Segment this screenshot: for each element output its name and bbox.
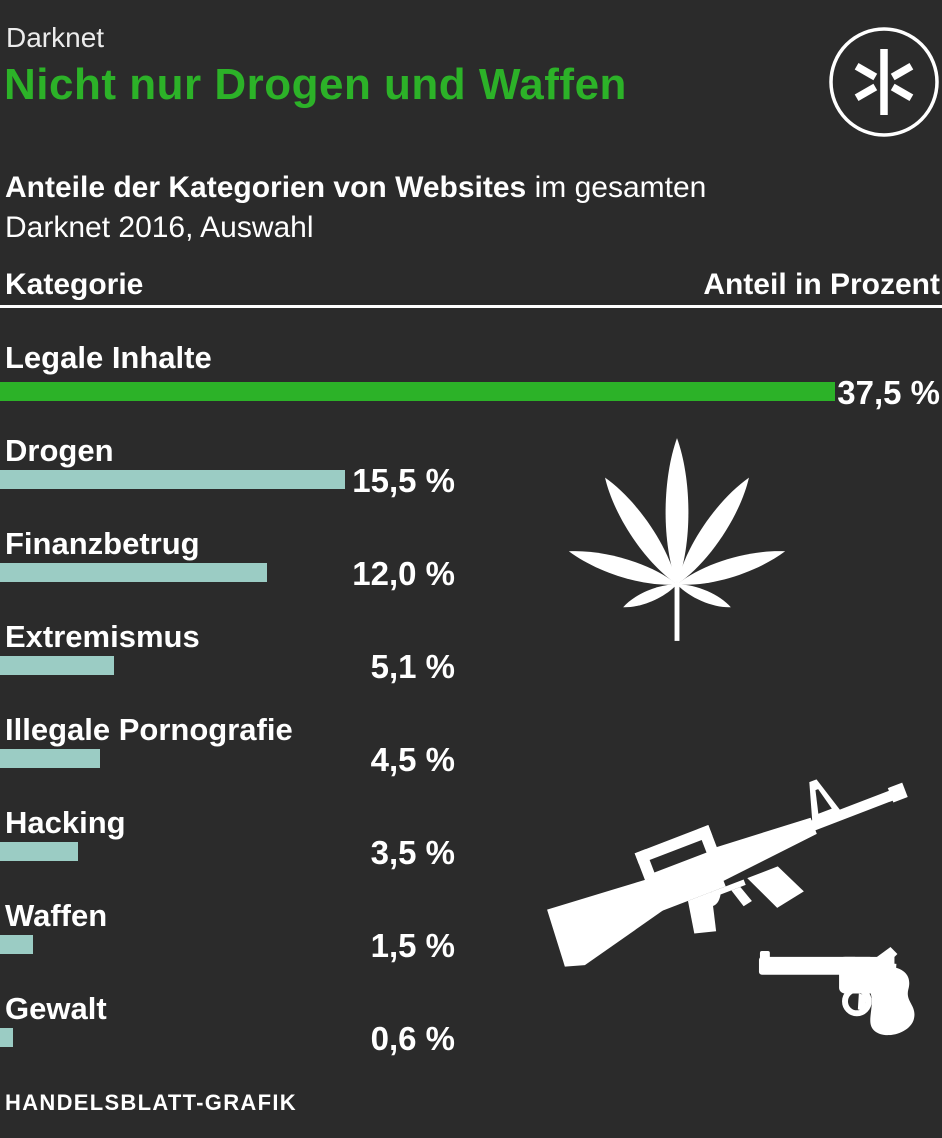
chart-subtitle: Anteile der Kategorien von Websites im g… [5,168,865,248]
value-label: 5,1 % [370,648,455,685]
subtitle-line2: Darknet 2016, Auswahl [5,211,314,244]
value-label: 37,5 % [837,374,940,411]
bar [0,656,114,675]
value-label: 4,5 % [370,741,455,778]
value-label: 1,5 % [370,927,455,964]
cannabis-leaf-icon [560,436,794,643]
value-label: 15,5 % [352,462,455,499]
category-label: Gewalt [5,991,107,1026]
value-label: 0,6 % [370,1020,455,1057]
subtitle-tail: im gesamten [526,171,707,204]
kicker-label: Darknet [6,22,105,53]
category-label: Hacking [5,805,126,840]
category-label: Illegale Pornografie [5,712,293,747]
value-label: 3,5 % [370,834,455,871]
subtitle-bold: Anteile der Kategorien von Websites [5,171,527,204]
source-credit: HANDELSBLATT-GRAFIK [5,1090,297,1115]
category-label: Finanzbetrug [5,526,200,561]
revolver-icon [756,944,934,1043]
bar [0,935,34,954]
category-label: Drogen [5,433,114,468]
bar [0,1028,14,1047]
bar [0,563,268,582]
bar [0,470,346,489]
column-header-category: Kategorie [5,268,144,301]
header-divider [0,305,942,308]
asterisk-in-circle-icon [826,24,942,140]
category-label: Legale Inhalte [5,340,212,375]
value-label: 12,0 % [352,555,455,592]
bar [0,842,78,861]
bar [0,749,101,768]
bar-highlight [0,382,835,401]
category-label: Waffen [5,898,108,933]
assault-rifle-icon [518,746,922,977]
column-header-percent: Anteil in Prozent [703,268,940,301]
chart-title: Nicht nur Drogen und Waffen [4,60,627,109]
category-label: Extremismus [5,619,200,654]
